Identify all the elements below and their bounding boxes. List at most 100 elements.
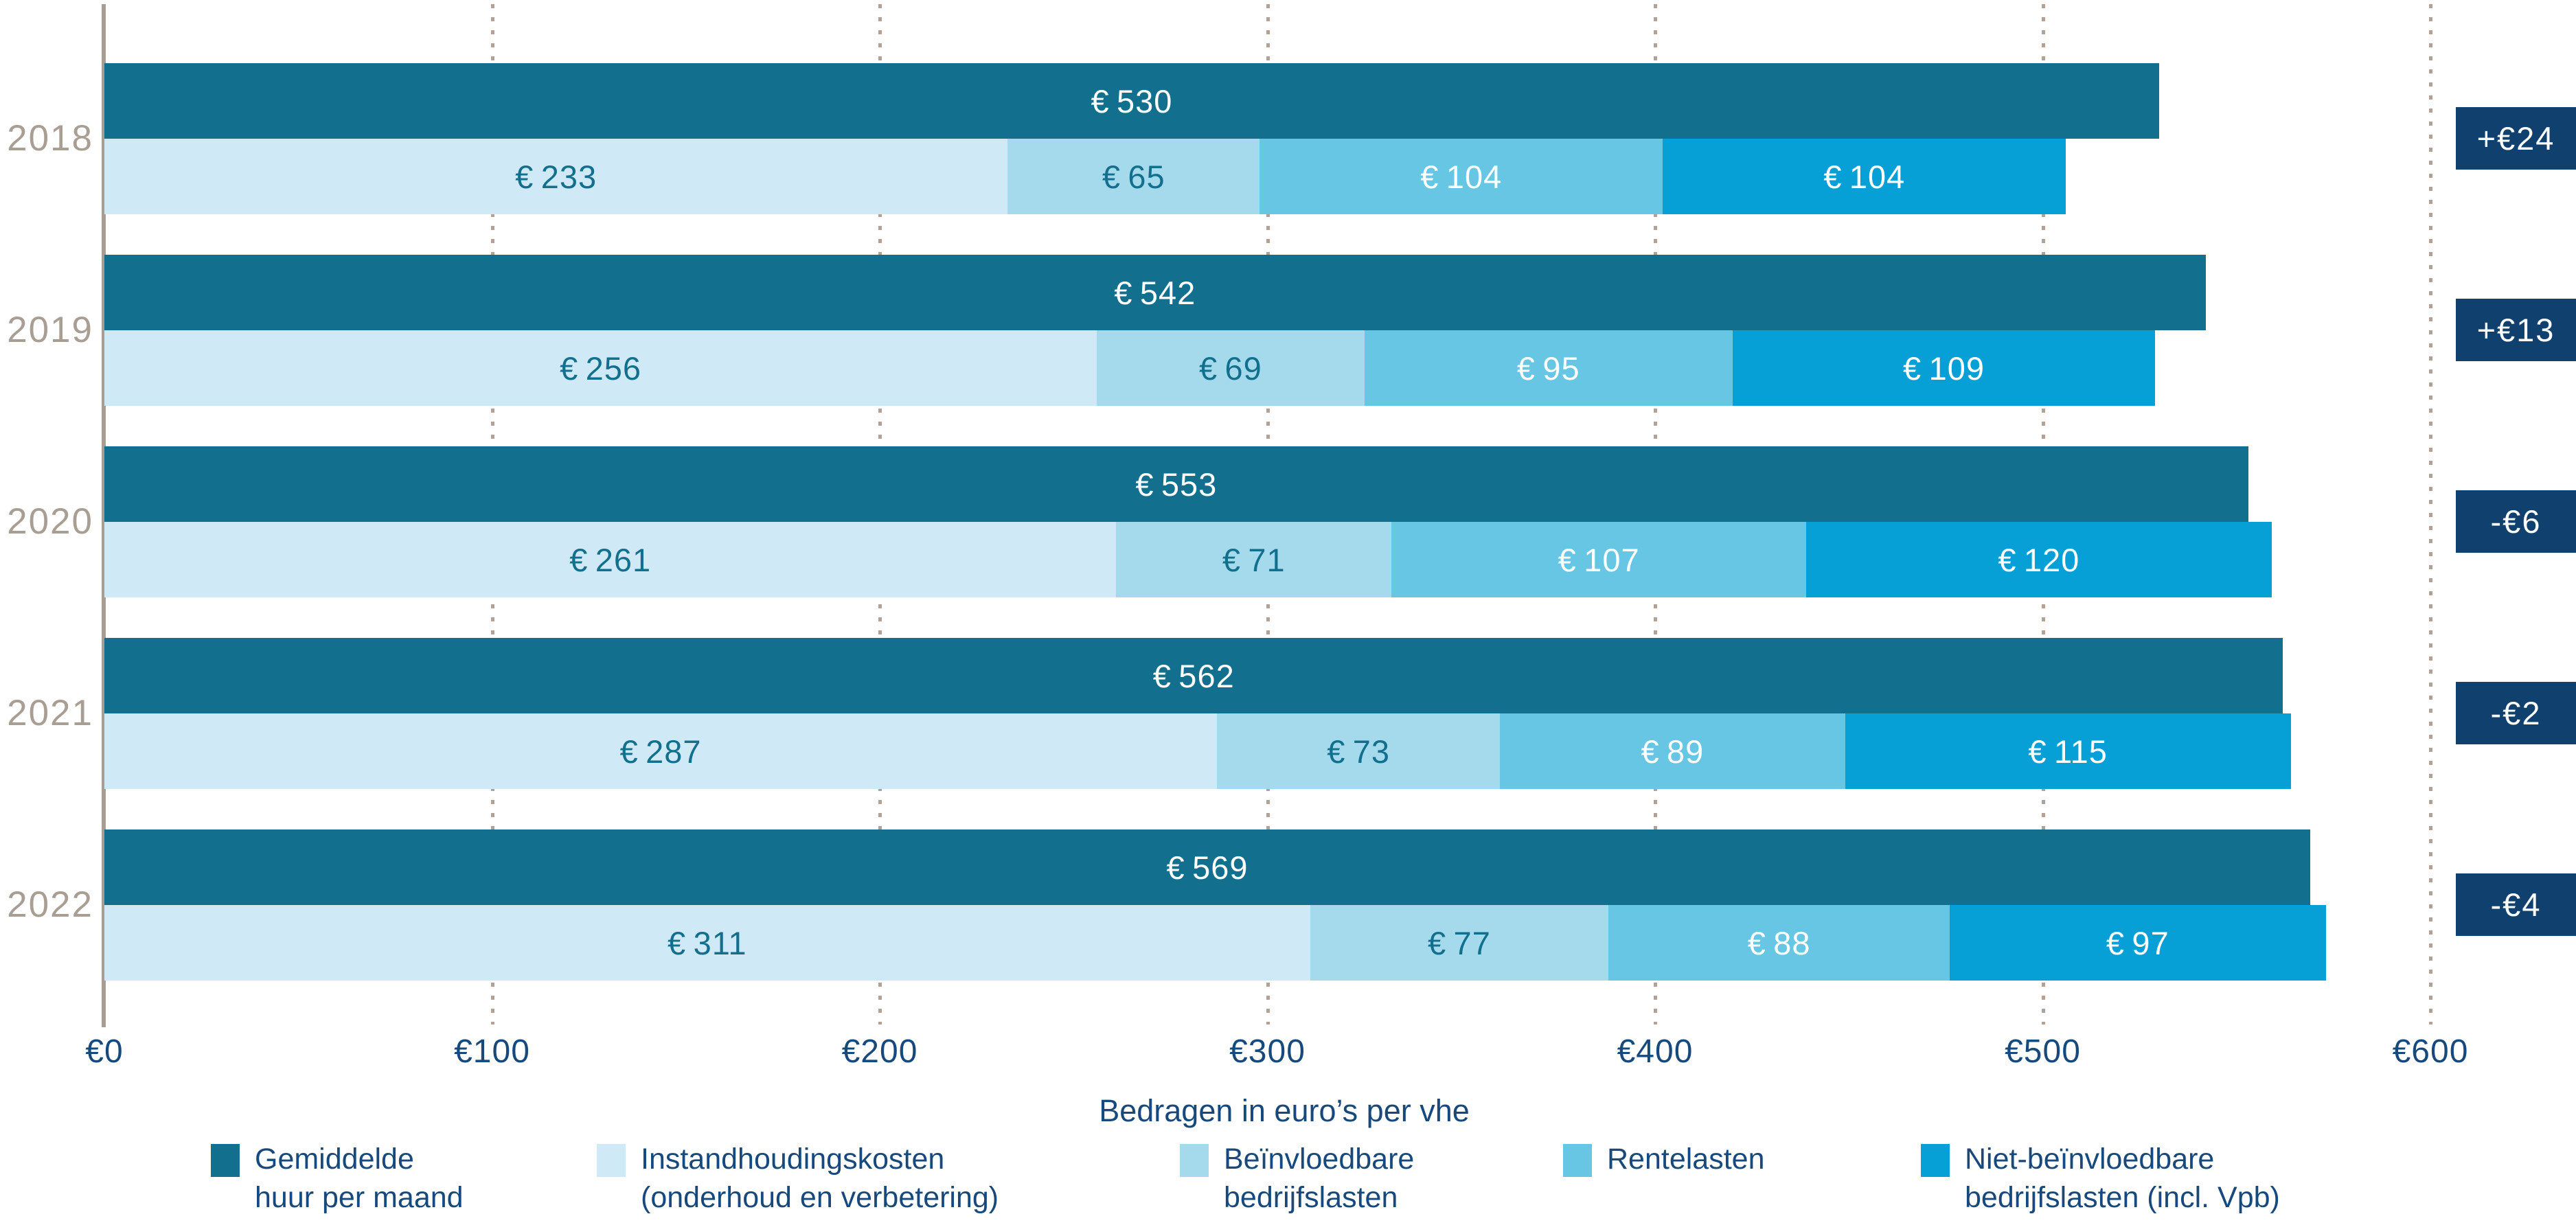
cost-segment-2: € 69 [1097,330,1365,406]
x-tick-label: €400 [1617,1033,1694,1070]
segment-value-label: € 89 [1641,733,1705,770]
year-label-2019: 2019 [7,310,93,350]
legend-label-line: bedrijfslasten (incl. Vpb) [1965,1181,2280,1214]
legend-label: Beïnvloedbare bedrijfslasten [1224,1140,1414,1217]
cost-segment-1: € 233 [104,139,1008,214]
year-row-2019: € 542 € 256 € 69 € 95 € 109 [104,255,2430,406]
x-axis-title: Bedragen in euro’s per vhe [1099,1093,1470,1128]
delta-badge: +€13 [2456,299,2576,361]
delta-badge: +€24 [2456,107,2576,170]
segment-value-label: € 77 [1428,924,1491,961]
cost-segment-4: € 115 [1845,713,2291,789]
cost-segment-3: € 107 [1391,522,1807,597]
segment-value-label: € 109 [1903,350,1985,387]
segment-value-label: € 120 [1998,541,2080,578]
legend-item-3: Beïnvloedbare bedrijfslasten [1180,1140,1414,1217]
cost-segment-4: € 104 [1663,139,2066,214]
x-tick-label: €100 [454,1033,530,1070]
y-axis-line [102,4,106,1027]
segment-value-label: € 115 [2028,733,2108,770]
segment-value-label: € 107 [1558,541,1640,578]
year-label-2020: 2020 [7,501,93,542]
segment-value-label: € 95 [1516,350,1580,387]
x-tick-label: €600 [2392,1033,2469,1070]
legend: Gemiddelde huur per maand Instandhoudingsk… [0,1140,2576,1225]
legend-swatch [1921,1144,1950,1177]
segment-value-label: € 71 [1222,541,1286,578]
cost-segment-2: € 71 [1116,522,1392,597]
cost-segment-4: € 109 [1732,330,2156,406]
cost-segment-2: € 65 [1007,139,1260,214]
legend-label-line: (onderhoud en verbetering) [641,1181,999,1214]
segment-value-label: € 73 [1327,733,1391,770]
legend-label-line: bedrijfslasten [1224,1181,1398,1214]
legend-label: Rentelasten [1607,1140,1765,1178]
rent-value-label: € 530 [1091,82,1173,119]
legend-label: Gemiddelde huur per maand [255,1140,464,1217]
legend-item-5: Niet-beïnvloedbare bedrijfslasten (incl. … [1921,1140,2280,1217]
legend-label-line: Rentelasten [1607,1143,1765,1176]
segment-value-label: € 65 [1102,158,1165,195]
cost-stacked-bar: € 256 € 69 € 95 € 109 [104,330,2430,406]
segment-value-label: € 311 [668,924,747,961]
cost-segment-4: € 120 [1806,522,2272,597]
gridline-600 [2429,4,2432,1024]
year-row-2021: € 562 € 287 € 73 € 89 € 115 [104,638,2430,789]
cost-segment-1: € 256 [104,330,1097,406]
cost-segment-1: € 287 [104,713,1218,789]
cost-stacked-bar: € 233 € 65 € 104 € 104 [104,139,2430,214]
segment-value-label: € 261 [569,541,652,578]
cost-segment-2: € 73 [1217,713,1501,789]
delta-badge: -€2 [2456,682,2576,744]
cost-segment-3: € 104 [1259,139,1663,214]
cost-stacked-bar: € 287 € 73 € 89 € 115 [104,713,2430,789]
segment-value-label: € 287 [619,733,702,770]
x-tick-label: €500 [2005,1033,2081,1070]
legend-label-line: Instandhoudingskosten [641,1143,945,1176]
cost-segment-3: € 95 [1364,330,1733,406]
legend-label-line: Beïnvloedbare [1224,1143,1415,1176]
cost-segment-1: € 311 [104,905,1310,981]
rent-bar: € 569 [104,829,2310,905]
legend-swatch [1180,1144,1209,1177]
rent-bar: € 562 [104,638,2283,713]
cost-stacked-bar: € 261 € 71 € 107 € 120 [104,522,2430,597]
rent-value-label: € 542 [1114,274,1196,311]
x-tick-label: €200 [841,1033,918,1070]
legend-label-line: huur per maand [255,1181,464,1214]
year-label-2018: 2018 [7,118,93,159]
cost-segment-2: € 77 [1310,905,1609,981]
rent-value-label: € 562 [1152,657,1235,694]
legend-label-line: Gemiddelde [255,1143,414,1176]
legend-label: Instandhoudingskosten (onderhoud en verbe… [641,1140,999,1217]
legend-item-2: Instandhoudingskosten (onderhoud en verbe… [597,1140,999,1217]
legend-item-1: Gemiddelde huur per maand [211,1140,464,1217]
cost-stacked-bar: € 311 € 77 € 88 € 97 [104,905,2430,981]
cost-segment-4: € 97 [1950,905,2326,981]
rent-bar: € 542 [104,255,2206,330]
cost-segment-1: € 261 [104,522,1117,597]
cost-segment-3: € 88 [1608,905,1950,981]
x-tick-label: €0 [85,1033,124,1070]
delta-badge: -€4 [2456,873,2576,936]
plot-area: €0 €100 €200 €300 €400 €500 €600 € 530 € 233 € 65… [85,0,2467,1140]
legend-swatch [211,1144,240,1177]
x-tick-label: €300 [1229,1033,1306,1070]
rent-bar: € 530 [104,63,2159,139]
rent-value-label: € 569 [1166,849,1249,886]
year-label-2022: 2022 [7,884,93,925]
legend-swatch [597,1144,626,1177]
cost-segment-3: € 89 [1500,713,1845,789]
year-label-2021: 2021 [7,693,93,733]
rent-value-label: € 553 [1135,466,1218,503]
year-row-2022: € 569 € 311 € 77 € 88 € 97 [104,829,2430,981]
segment-value-label: € 104 [1823,158,1906,195]
rent-bar: € 553 [104,446,2248,522]
segment-value-label: € 97 [2106,924,2169,961]
segment-value-label: € 233 [515,158,597,195]
segment-value-label: € 256 [560,350,642,387]
segment-value-label: € 69 [1198,350,1262,387]
segment-value-label: € 88 [1747,924,1811,961]
legend-label-line: Niet-beïnvloedbare [1965,1143,2215,1176]
